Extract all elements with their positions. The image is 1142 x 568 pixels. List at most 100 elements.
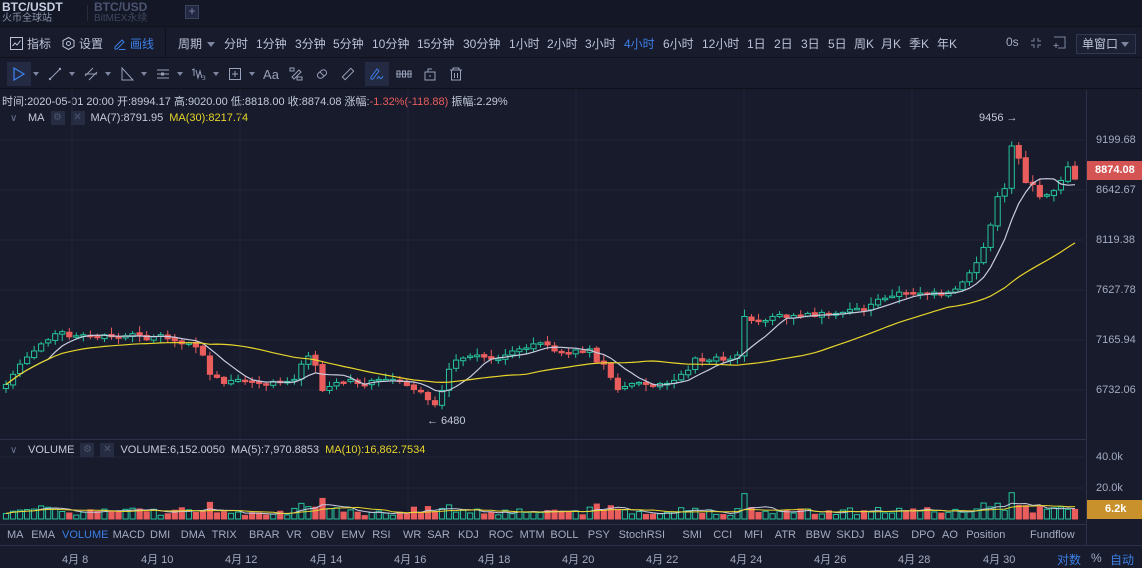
- collapse-chevron-icon[interactable]: ∨: [10, 444, 18, 456]
- indicator-emv[interactable]: EMV: [341, 529, 366, 541]
- horizontal-lines-tool[interactable]: [151, 62, 175, 86]
- indicator-cci[interactable]: CCI: [713, 529, 733, 541]
- indicator-dpo[interactable]: DPO: [911, 529, 936, 541]
- period-option[interactable]: 15分钟: [417, 37, 455, 51]
- indicator-ema[interactable]: EMA: [31, 529, 56, 541]
- lock-tool[interactable]: [418, 62, 442, 86]
- period-option[interactable]: 周K: [854, 37, 875, 51]
- chevron-down-icon[interactable]: [141, 72, 147, 76]
- indicator-stochrsi[interactable]: StochRSI: [618, 529, 666, 541]
- indicators-button[interactable]: 指标: [10, 35, 51, 52]
- indicator-vr[interactable]: VR: [286, 529, 302, 541]
- ma-close-icon[interactable]: ✕: [70, 111, 85, 125]
- period-option[interactable]: 3日: [801, 37, 820, 51]
- indicator-smi[interactable]: SMI: [682, 529, 702, 541]
- period-option[interactable]: 3小时: [585, 37, 616, 51]
- indicator-position[interactable]: Position: [966, 529, 1006, 541]
- log-scale-toggle[interactable]: 对数: [1057, 553, 1082, 567]
- chevron-down-icon[interactable]: [105, 72, 111, 76]
- period-dropdown[interactable]: 周期: [178, 35, 216, 52]
- pane-divider[interactable]: [0, 439, 1086, 440]
- indicator-atr[interactable]: ATR: [774, 529, 796, 541]
- period-option[interactable]: 3分钟: [295, 37, 326, 51]
- period-option[interactable]: 2小时: [547, 37, 578, 51]
- chevron-down-icon[interactable]: [33, 72, 39, 76]
- period-option[interactable]: 1日: [747, 37, 766, 51]
- chevron-down-icon[interactable]: [213, 72, 219, 76]
- collapse-button[interactable]: [1030, 37, 1042, 49]
- period-option[interactable]: 1小时: [509, 37, 540, 51]
- measure-tool[interactable]: [284, 62, 308, 86]
- period-option[interactable]: 分时: [224, 37, 249, 51]
- indicator-kdj[interactable]: KDJ: [458, 529, 479, 541]
- period-option[interactable]: 6小时: [663, 37, 694, 51]
- rectangle-tool[interactable]: [223, 62, 247, 86]
- collapse-chevron-icon[interactable]: ∨: [10, 112, 18, 124]
- draw-mode-tool[interactable]: [365, 62, 389, 86]
- indicator-mtm[interactable]: MTM: [519, 529, 545, 541]
- indicator-sar[interactable]: SAR: [427, 529, 450, 541]
- period-option[interactable]: 1分钟: [256, 37, 287, 51]
- indicator-roc[interactable]: ROC: [488, 529, 514, 541]
- period-option[interactable]: 2日: [774, 37, 793, 51]
- parallel-channel-tool[interactable]: [79, 62, 103, 86]
- chevron-down-icon[interactable]: [177, 72, 183, 76]
- indicator-skdj[interactable]: SKDJ: [836, 529, 865, 541]
- close-value: 8874.08: [301, 96, 342, 108]
- time-axis-label: 4月 28: [898, 554, 931, 566]
- indicator-dmi[interactable]: DMI: [150, 529, 171, 541]
- delete-tool[interactable]: [444, 62, 468, 86]
- period-option-active[interactable]: 4小时: [624, 37, 655, 51]
- indicator-wr[interactable]: WR: [403, 529, 422, 541]
- volume-close-icon[interactable]: ✕: [100, 443, 115, 457]
- chevron-down-icon[interactable]: [69, 72, 75, 76]
- text-tool[interactable]: Aa: [259, 62, 283, 86]
- draw-button[interactable]: 画线: [113, 35, 154, 52]
- period-option[interactable]: 5分钟: [333, 37, 364, 51]
- indicator-rsi[interactable]: RSI: [372, 529, 391, 541]
- candles-visibility-tool[interactable]: [392, 62, 416, 86]
- magnet-tool[interactable]: [310, 62, 334, 86]
- indicator-psy[interactable]: PSY: [587, 529, 610, 541]
- ruler-tool[interactable]: [336, 62, 360, 86]
- cursor-tool[interactable]: [7, 62, 31, 86]
- tab-btc-usd[interactable]: BTC/USD BitMEX永续: [94, 1, 147, 25]
- auto-scale-toggle[interactable]: 自动: [1110, 553, 1135, 567]
- ma-settings-gear-icon[interactable]: ⚙: [50, 111, 65, 125]
- wave-tool[interactable]: 3: [187, 62, 211, 86]
- period-option[interactable]: 10分钟: [372, 37, 410, 51]
- period-option[interactable]: 5日: [828, 37, 847, 51]
- period-option[interactable]: 12小时: [702, 37, 740, 51]
- percent-scale-toggle[interactable]: %: [1091, 551, 1102, 565]
- period-option[interactable]: 季K: [909, 37, 930, 51]
- window-mode-select[interactable]: 单窗口: [1076, 34, 1136, 54]
- period-option[interactable]: 月K: [881, 37, 902, 51]
- indicator-macd[interactable]: MACD: [112, 529, 145, 541]
- chevron-down-icon[interactable]: [249, 72, 255, 76]
- indicator-bias[interactable]: BIAS: [873, 529, 899, 541]
- volume-settings-gear-icon[interactable]: ⚙: [80, 443, 95, 457]
- ma7-value: MA(7):8791.95: [90, 112, 164, 124]
- add-window-button[interactable]: [1053, 36, 1066, 49]
- period-option[interactable]: 30分钟: [463, 37, 501, 51]
- candlestick-chart[interactable]: [0, 90, 1084, 520]
- tab-btc-usdt[interactable]: BTC/USDT 火币全球站: [2, 1, 63, 25]
- indicator-brar[interactable]: BRAR: [249, 529, 280, 541]
- indicator-volume[interactable]: VOLUME: [62, 529, 109, 541]
- period-option[interactable]: 年K: [937, 37, 958, 51]
- indicator-ma[interactable]: MA: [7, 529, 24, 541]
- trend-line-tool[interactable]: [43, 62, 67, 86]
- price-axis-label: 9199.68: [1096, 134, 1136, 146]
- lock-icon: [424, 68, 436, 81]
- indicator-fundflow[interactable]: Fundflow: [1030, 529, 1075, 541]
- indicator-trix[interactable]: TRIX: [211, 529, 237, 541]
- indicator-bbw[interactable]: BBW: [805, 529, 831, 541]
- indicator-boll[interactable]: BOLL: [550, 529, 579, 541]
- indicator-obv[interactable]: OBV: [310, 529, 334, 541]
- add-tab-button[interactable]: +: [185, 5, 199, 19]
- indicator-ao[interactable]: AO: [942, 529, 958, 541]
- settings-button[interactable]: 设置: [62, 35, 103, 52]
- triangle-tool[interactable]: [115, 62, 139, 86]
- indicator-mfi[interactable]: MFI: [744, 529, 763, 541]
- indicator-dma[interactable]: DMA: [180, 529, 206, 541]
